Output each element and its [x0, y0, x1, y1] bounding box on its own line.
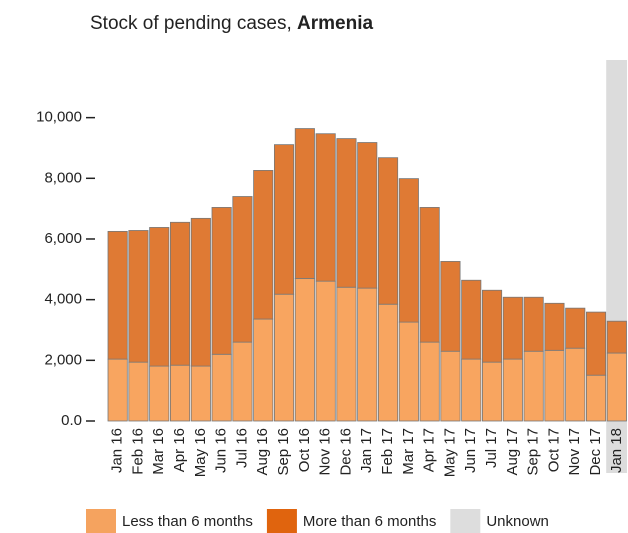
bar-segment — [190, 217, 211, 367]
x-tick-label: Aug 17 — [504, 428, 521, 476]
bar-segment — [253, 318, 274, 422]
bar-segment — [273, 293, 295, 422]
x-tick-label: Sep 16 — [275, 428, 292, 476]
bar-segment — [232, 196, 253, 343]
bar-segment — [357, 142, 378, 289]
x-tick-label: Jul 17 — [483, 428, 500, 468]
bar-segment — [398, 321, 419, 422]
x-tick-label: Oct 17 — [545, 428, 562, 472]
y-tick-label: 6,000 — [44, 230, 82, 247]
legend-swatch — [266, 509, 297, 533]
x-tick-label: Jan 16 — [109, 428, 126, 473]
y-tick-label: 0.0 — [61, 412, 82, 429]
bar-segment — [190, 365, 211, 422]
title-country: Armenia — [297, 13, 373, 34]
x-tick-label: Jun 16 — [213, 428, 230, 473]
title-text: Stock of pending cases, — [90, 13, 292, 34]
bar-segment — [586, 374, 607, 422]
bar-segment — [377, 157, 399, 305]
x-tick-label: May 17 — [441, 428, 458, 477]
bar-segment — [169, 221, 191, 366]
bar-segment — [336, 138, 357, 288]
bar-segment — [544, 302, 565, 351]
bar-segment — [523, 350, 544, 422]
x-tick-label: May 16 — [192, 428, 209, 477]
x-tick-label: Mar 17 — [400, 428, 417, 475]
x-tick-label: Oct 16 — [296, 428, 313, 472]
bar-segment — [481, 361, 503, 422]
bar-segment — [606, 352, 627, 422]
bar-segment — [107, 230, 128, 360]
legend-swatch — [450, 509, 481, 533]
x-tick-label: Nov 16 — [317, 428, 334, 476]
bar-segment — [544, 349, 565, 422]
bar-segment — [336, 286, 357, 422]
bar-segment — [128, 230, 149, 363]
x-tick-label: Aug 16 — [254, 428, 271, 476]
x-tick-label: Dec 17 — [587, 428, 604, 476]
bar-segment — [606, 320, 627, 354]
bar-segment — [377, 303, 399, 422]
x-tick-label: Jul 16 — [233, 428, 250, 468]
y-tick-label: 10,000 — [36, 109, 82, 126]
x-tick-label: Nov 17 — [566, 428, 583, 476]
bar-segment — [149, 365, 170, 422]
chart-title: Stock of pending cases, Armenia — [90, 13, 373, 34]
legend-label: Unknown — [486, 513, 549, 530]
y-tick-label: 2,000 — [44, 351, 82, 368]
x-tick-label: Dec 16 — [337, 428, 354, 476]
bar-segment — [211, 207, 232, 355]
x-tick-label: Jan 17 — [358, 428, 375, 473]
x-tick-label: Feb 16 — [129, 428, 146, 475]
bar-segment — [523, 296, 544, 352]
bar-segment — [149, 227, 170, 367]
x-tick-label: Mar 16 — [150, 428, 167, 475]
bar-segment — [294, 278, 315, 422]
bar-segment — [565, 307, 586, 349]
bar-segment — [398, 178, 419, 323]
bar-segment — [315, 280, 336, 422]
bar-segment — [419, 341, 440, 422]
x-tick-label: Apr 17 — [421, 428, 438, 472]
legend-swatch — [86, 509, 116, 533]
bar-segment — [211, 353, 232, 422]
bar-segment — [565, 347, 586, 422]
x-tick-label: Jan 18 — [608, 428, 625, 473]
bar-segment — [419, 207, 440, 343]
x-tick-label: Sep 17 — [525, 428, 542, 476]
x-tick-label: Apr 16 — [171, 428, 188, 472]
bar-segment — [440, 261, 461, 352]
bar-segment — [294, 128, 315, 279]
bar-segment — [502, 358, 523, 422]
bar-segment — [586, 311, 607, 376]
bar-segment — [253, 170, 274, 320]
y-tick-label: 4,000 — [44, 291, 82, 308]
bar-segment — [461, 279, 482, 360]
bar-segment — [440, 350, 461, 422]
legend-label: More than 6 months — [303, 513, 436, 530]
bar-segment — [502, 296, 523, 360]
bar-segment — [461, 358, 482, 422]
legend-label: Less than 6 months — [122, 513, 253, 530]
y-tick-label: 8,000 — [44, 169, 82, 186]
bar-segment — [169, 364, 191, 422]
bar-segment — [481, 289, 503, 363]
bar-segment — [315, 133, 336, 282]
bar-segment — [128, 361, 149, 422]
bar-segment — [357, 287, 378, 422]
bar-segment — [273, 144, 295, 295]
bar-segment — [232, 341, 253, 422]
x-tick-label: Jun 17 — [462, 428, 479, 473]
bar-segment — [107, 358, 128, 422]
x-tick-label: Feb 17 — [379, 428, 396, 475]
